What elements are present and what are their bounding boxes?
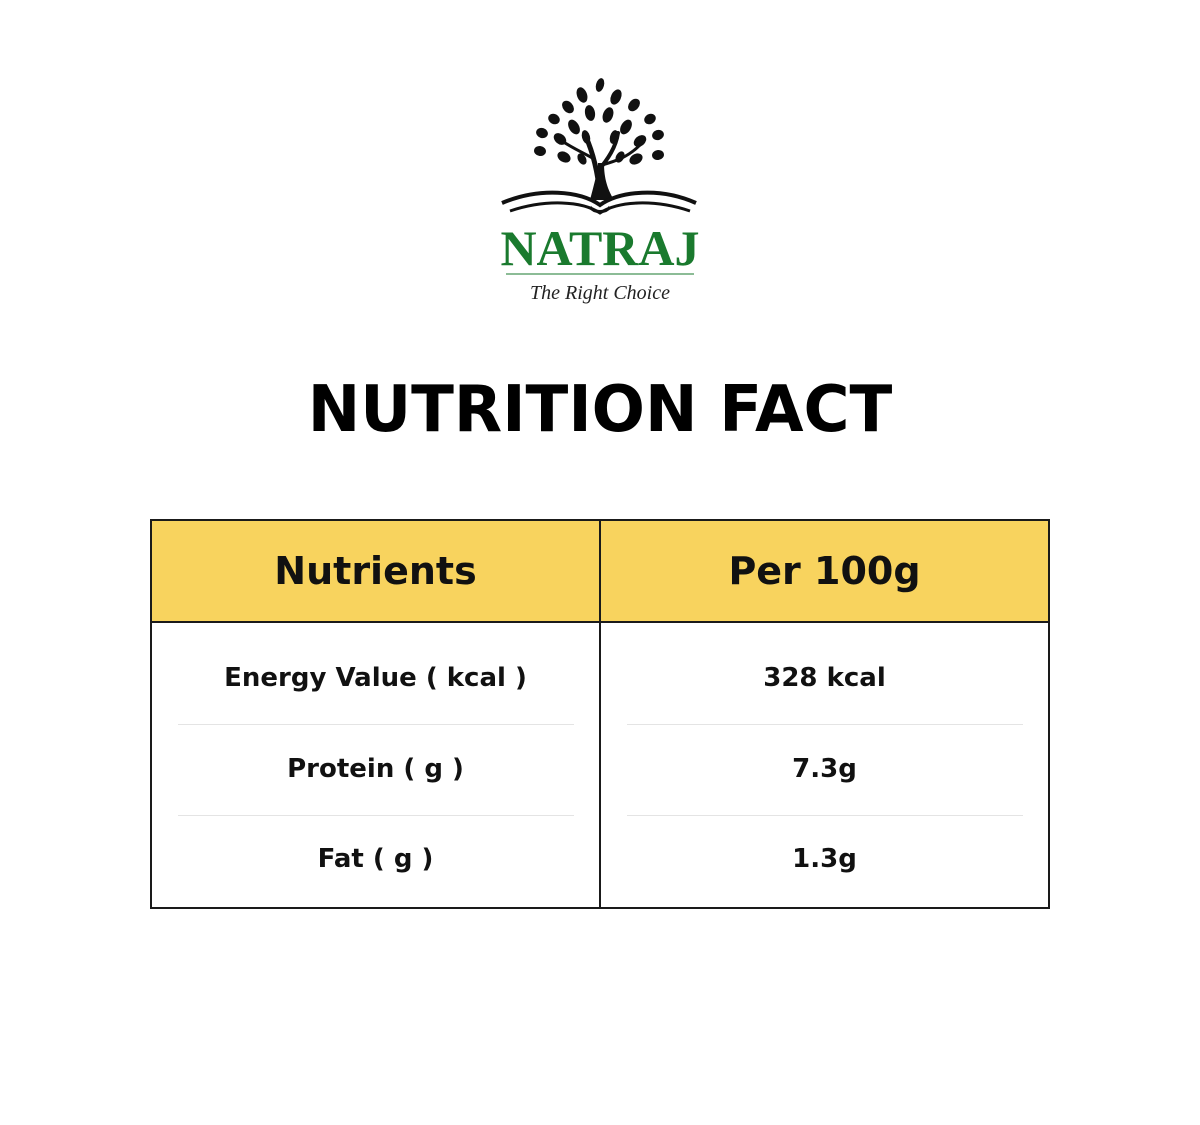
row-fat-value: 1.3g <box>792 844 857 874</box>
header-per-100g: Per 100g <box>728 549 921 593</box>
row-divider <box>178 815 574 816</box>
brand-logo: NATRAJ The Right Choice <box>490 75 710 315</box>
row-protein-label: Protein ( g ) <box>287 754 464 784</box>
row-fat-label: Fat ( g ) <box>317 844 434 874</box>
row-energy-value: 328 kcal <box>763 663 886 693</box>
nutrition-table: Nutrients Per 100g Energy Value ( kcal )… <box>150 519 1050 909</box>
brand-tagline: The Right Choice <box>530 282 670 304</box>
row-protein-value: 7.3g <box>792 754 857 784</box>
row-energy-label: Energy Value ( kcal ) <box>224 663 527 693</box>
row-divider <box>178 724 574 725</box>
column-divider <box>599 521 601 907</box>
tree-on-open-book-icon: NATRAJ The Right Choice <box>500 78 700 304</box>
brand-name: NATRAJ <box>500 220 699 276</box>
header-nutrients: Nutrients <box>274 549 477 593</box>
row-divider <box>627 815 1023 816</box>
page-title: NUTRITION FACT <box>307 373 893 447</box>
row-divider <box>627 724 1023 725</box>
